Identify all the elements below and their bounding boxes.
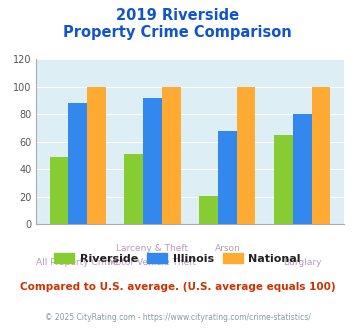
Bar [124,154,143,224]
Legend: Riverside, Illinois, National: Riverside, Illinois, National [50,248,305,268]
Bar [68,103,87,224]
Text: Compared to U.S. average. (U.S. average equals 100): Compared to U.S. average. (U.S. average … [20,282,335,292]
Bar [87,87,106,224]
Bar [218,131,237,224]
Text: Property Crime Comparison: Property Crime Comparison [63,25,292,40]
Bar [162,87,181,224]
Text: Arson: Arson [214,244,240,253]
Text: Larceny & Theft: Larceny & Theft [116,244,189,253]
Text: Burglary: Burglary [283,258,322,267]
Text: Motor Vehicle Theft: Motor Vehicle Theft [109,258,196,267]
Bar [237,87,256,224]
Bar [143,98,162,224]
Bar [293,115,312,224]
Text: © 2025 CityRating.com - https://www.cityrating.com/crime-statistics/: © 2025 CityRating.com - https://www.city… [45,314,310,322]
Bar [312,87,330,224]
Bar [50,157,68,224]
Bar [274,135,293,224]
Text: All Property Crime: All Property Crime [36,258,119,267]
Bar [199,195,218,224]
Text: 2019 Riverside: 2019 Riverside [116,8,239,23]
